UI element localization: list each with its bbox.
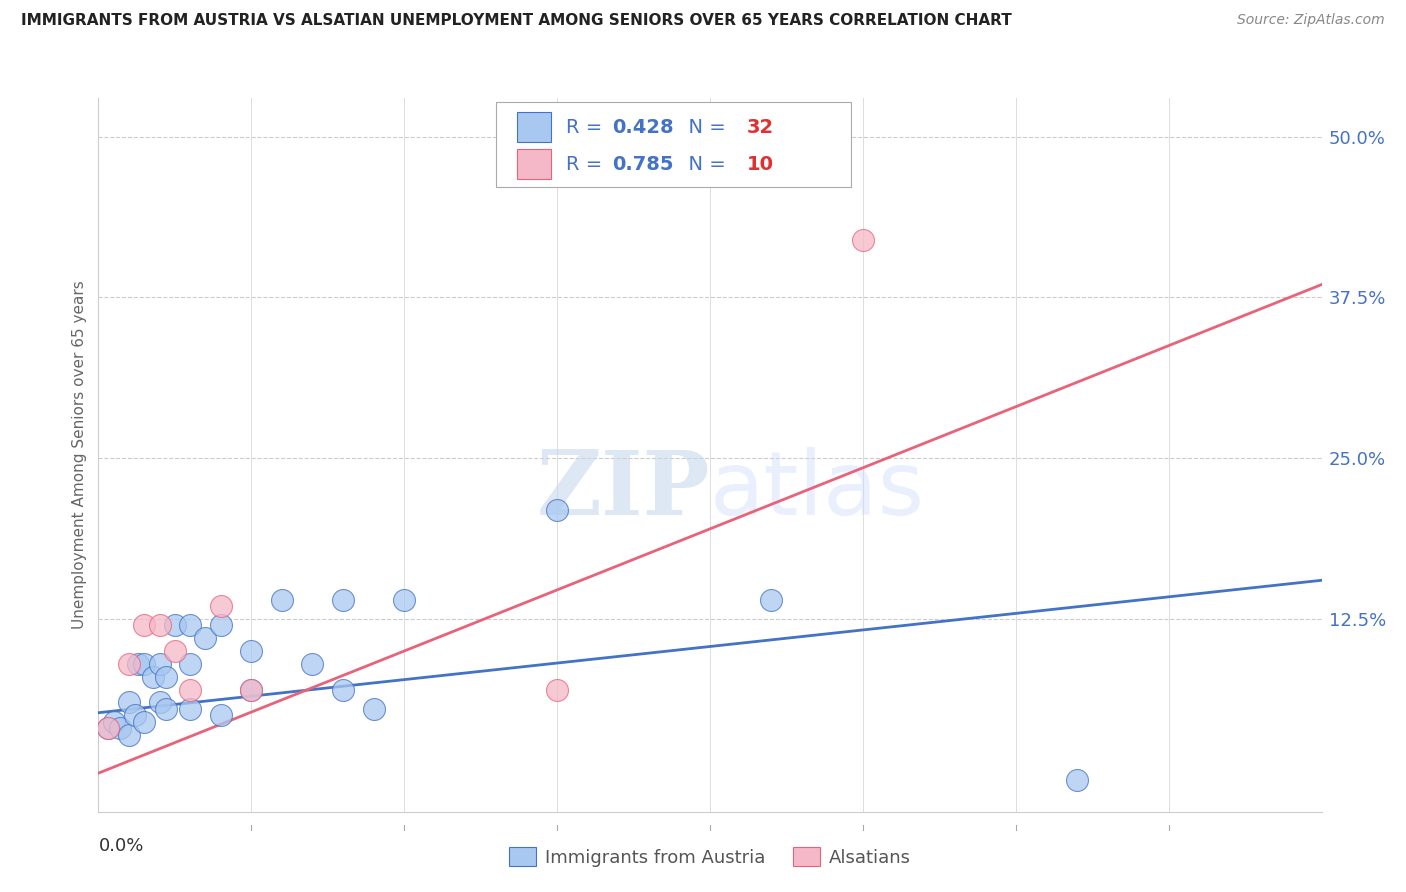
Text: Source: ZipAtlas.com: Source: ZipAtlas.com: [1237, 13, 1385, 28]
Point: [163, 644, 186, 658]
Point: [209, 618, 232, 632]
Point: [240, 682, 263, 697]
Point: [301, 657, 323, 671]
Text: R =: R =: [565, 154, 609, 174]
Point: [179, 618, 201, 632]
Point: [1066, 772, 1088, 787]
Text: ZIP: ZIP: [537, 447, 710, 534]
Point: [127, 657, 149, 671]
Point: [103, 714, 125, 729]
Point: [124, 708, 146, 723]
Text: 0.0%: 0.0%: [98, 837, 143, 855]
Text: 0.428: 0.428: [612, 118, 673, 136]
Point: [149, 657, 172, 671]
Point: [759, 592, 782, 607]
Text: N =: N =: [676, 154, 731, 174]
Point: [118, 695, 141, 709]
Point: [179, 682, 201, 697]
Point: [134, 714, 156, 729]
Y-axis label: Unemployment Among Seniors over 65 years: Unemployment Among Seniors over 65 years: [72, 281, 87, 629]
Point: [240, 644, 263, 658]
Point: [546, 502, 568, 516]
Point: [163, 618, 186, 632]
Point: [142, 670, 165, 684]
Point: [392, 592, 416, 607]
Point: [179, 702, 201, 716]
Text: 10: 10: [747, 154, 773, 174]
Point: [332, 592, 354, 607]
FancyBboxPatch shape: [517, 112, 551, 142]
Text: 32: 32: [747, 118, 773, 136]
Point: [155, 702, 177, 716]
Point: [546, 682, 568, 697]
Point: [852, 233, 875, 247]
Point: [97, 721, 120, 735]
Text: IMMIGRANTS FROM AUSTRIA VS ALSATIAN UNEMPLOYMENT AMONG SENIORS OVER 65 YEARS COR: IMMIGRANTS FROM AUSTRIA VS ALSATIAN UNEM…: [21, 13, 1012, 29]
Text: 0.785: 0.785: [612, 154, 673, 174]
FancyBboxPatch shape: [517, 149, 551, 179]
Point: [240, 682, 263, 697]
FancyBboxPatch shape: [496, 102, 851, 187]
Point: [149, 618, 172, 632]
Text: N =: N =: [676, 118, 731, 136]
Point: [118, 657, 141, 671]
Legend: Immigrants from Austria, Alsatians: Immigrants from Austria, Alsatians: [502, 840, 918, 874]
Point: [97, 721, 120, 735]
Text: R =: R =: [565, 118, 609, 136]
Point: [332, 682, 354, 697]
Point: [270, 592, 294, 607]
Point: [155, 670, 177, 684]
Point: [194, 631, 217, 645]
Point: [108, 721, 131, 735]
Point: [118, 728, 141, 742]
Point: [179, 657, 201, 671]
Point: [134, 657, 156, 671]
Point: [134, 618, 156, 632]
Point: [149, 695, 172, 709]
Point: [363, 702, 385, 716]
Point: [209, 708, 232, 723]
Point: [209, 599, 232, 613]
Text: atlas: atlas: [710, 447, 925, 534]
